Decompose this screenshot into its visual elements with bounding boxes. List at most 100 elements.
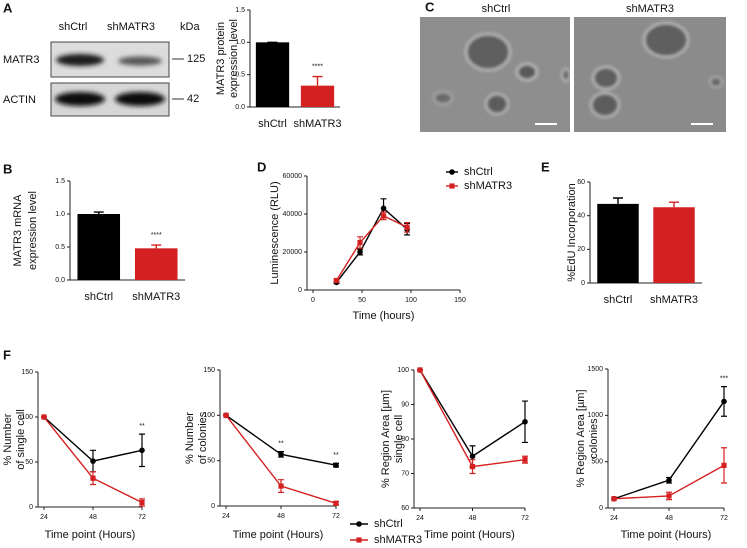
y-tick-label: 0 [298, 287, 302, 294]
panel-label: C [425, 0, 435, 14]
y-tick-label: 1.0 [235, 39, 245, 46]
x-tick-label: 150 [454, 297, 466, 304]
data-point [357, 249, 363, 255]
error-bar [669, 201, 679, 208]
y-tick-label: 20000 [283, 249, 303, 256]
bar [77, 214, 121, 280]
y-tick-label: 1.5 [235, 7, 245, 14]
panel-label: B [3, 161, 12, 176]
legend-marker [449, 169, 455, 175]
x-tick-label: shMATR3 [293, 118, 341, 130]
y-axis-label: expression level [228, 19, 240, 98]
data-point [522, 457, 528, 463]
data-point [333, 462, 339, 469]
y-axis-label: MATR3 mRNA [12, 194, 24, 267]
data-point [90, 458, 96, 464]
data-point [469, 453, 476, 460]
y-tick-label: 50 [25, 459, 33, 466]
y-axis-label: Luminescence (RLU) [269, 181, 281, 284]
y-tick-label: 150 [21, 369, 33, 376]
y-axis-label: %EdU Incorporation [566, 183, 578, 281]
y-tick-label: 0 [29, 504, 33, 511]
marker-label: 125 [187, 53, 205, 65]
annotation: **** [151, 232, 162, 239]
lane-label: shCtrl [59, 21, 88, 33]
blot-band [55, 92, 105, 106]
x-tick-label: shMATR3 [132, 291, 180, 303]
data-point [666, 477, 672, 484]
annotation: ** [333, 452, 339, 459]
x-tick-label: 100 [405, 297, 417, 304]
y-axis-label: % Number [184, 412, 196, 464]
y-tick-label: 60 [577, 179, 585, 186]
unit-label: kDa [180, 21, 200, 33]
x-tick-label: 24 [416, 515, 424, 522]
annotation: ** [278, 440, 284, 447]
row-label: MATR3 [3, 54, 39, 66]
y-tick-label: 70 [401, 470, 409, 477]
panel-label: D [257, 159, 266, 174]
y-axis-label: single cell [393, 415, 405, 463]
y-tick-label: 500 [591, 459, 603, 466]
blot-band [115, 92, 165, 106]
data-point [41, 414, 47, 420]
y-axis-label: of colonies [197, 411, 209, 464]
y-tick-label: 100 [397, 367, 409, 374]
x-tick-label: 48 [277, 513, 285, 520]
micrographs: shCtrl shMATR3 [420, 3, 726, 132]
error-bar [312, 75, 323, 86]
image-label: shCtrl [482, 3, 511, 15]
panel-label: A [3, 0, 13, 15]
x-tick-label: shCtrl [604, 294, 633, 306]
series-line [335, 215, 408, 281]
series-line [419, 369, 526, 458]
x-tick-label: shCtrl [84, 291, 113, 303]
error-bar [151, 244, 162, 249]
x-tick-label: shCtrl [258, 118, 287, 130]
x-axis-label: Time point (Hours) [424, 529, 515, 541]
y-tick-label: 1.5 [55, 178, 65, 185]
data-point [417, 367, 423, 373]
x-tick-label: 48 [469, 515, 477, 522]
x-axis-label: Time point (Hours) [233, 529, 324, 541]
x-axis-label: Time point (Hours) [45, 529, 136, 541]
x-tick-label: 0 [311, 297, 315, 304]
legend-label: shMATR3 [464, 180, 512, 192]
data-point [404, 224, 410, 230]
x-tick-label: 24 [610, 515, 618, 522]
y-tick-label: 0.0 [55, 277, 65, 284]
western-blot: shCtrl shMATR3 kDa MATR3 ACTIN 125 42 [3, 21, 205, 117]
bar [653, 207, 695, 283]
y-axis-label: colonies [588, 418, 600, 459]
data-point [139, 499, 145, 506]
y-axis-label: of single cell [15, 409, 27, 470]
panel-label: E [541, 159, 550, 174]
legend-marker [449, 183, 455, 189]
error-bar [613, 197, 623, 204]
y-tick-label: 0.0 [235, 104, 245, 111]
y-tick-label: 100 [203, 412, 215, 419]
bar [255, 42, 290, 108]
y-tick-label: 80 [401, 436, 409, 443]
y-tick-label: 60000 [283, 173, 303, 180]
row-label: ACTIN [3, 94, 36, 106]
panel-label: F [3, 347, 11, 362]
data-point [278, 483, 284, 489]
data-point [278, 451, 284, 458]
x-tick-label: 72 [332, 513, 340, 520]
y-tick-label: 0.5 [55, 244, 65, 251]
x-tick-label: 72 [720, 515, 728, 522]
data-point [223, 412, 229, 418]
annotation: *** [720, 375, 728, 382]
blot-band [56, 54, 104, 66]
y-tick-label: 40000 [283, 211, 303, 218]
y-axis-label: MATR3 protein [215, 22, 227, 95]
data-point [380, 205, 387, 212]
y-tick-label: 1500 [587, 366, 603, 373]
y-axis-label: % Region Area [µm] [380, 390, 392, 488]
error-bar [93, 211, 104, 214]
legend-marker [356, 537, 362, 543]
y-tick-label: 1000 [587, 412, 603, 419]
x-tick-label: 24 [222, 513, 230, 520]
